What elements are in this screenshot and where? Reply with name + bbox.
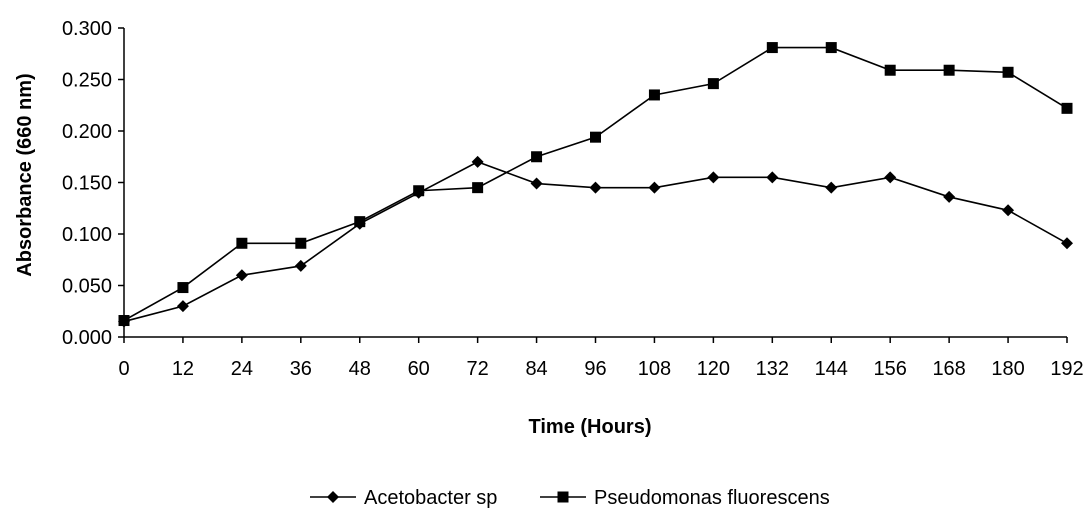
- data-point-diamond: [825, 181, 838, 194]
- y-tick-label: 0.100: [62, 224, 112, 246]
- x-tick-labels: 0 12 24 36 48 60 72 84 96 108 120 132 144 156 168 180 19…: [118, 358, 1083, 380]
- x-tick-label: 108: [638, 358, 671, 380]
- x-axis-title: Time (Hours): [529, 416, 652, 438]
- legend-item: Pseudomonas fluorescens: [540, 487, 830, 509]
- x-tick-label: 180: [991, 358, 1024, 380]
- y-tick-label: 0.200: [62, 121, 112, 143]
- series-acetobacter: [118, 155, 1073, 328]
- data-point-square: [1061, 102, 1073, 114]
- data-point-square: [1002, 66, 1014, 78]
- x-tick-label: 12: [172, 358, 194, 380]
- data-point-square: [177, 282, 189, 294]
- data-point-diamond: [766, 171, 779, 184]
- x-tick-label: 96: [584, 358, 606, 380]
- y-tick-label: 0.050: [62, 276, 112, 298]
- y-tick-label: 0.300: [62, 18, 112, 40]
- data-point-square: [943, 64, 955, 76]
- data-point-square: [118, 315, 130, 327]
- series-pseudomonas: [118, 42, 1073, 327]
- legend: Acetobacter sp Pseudomonas fluorescens: [310, 487, 830, 509]
- data-point-square: [236, 237, 248, 249]
- x-tick-label: 168: [932, 358, 965, 380]
- data-point-square: [295, 237, 307, 249]
- data-point-diamond: [530, 177, 543, 190]
- y-tick-label: 0.000: [62, 327, 112, 349]
- data-point-diamond: [589, 181, 602, 194]
- data-point-diamond: [1061, 237, 1073, 250]
- data-point-diamond: [884, 171, 897, 184]
- data-point-square: [413, 185, 425, 197]
- data-point-square: [648, 89, 660, 101]
- series-layer: [118, 42, 1073, 328]
- data-point-diamond: [707, 171, 720, 184]
- y-tick-label: 0.150: [62, 173, 112, 195]
- data-point-square: [766, 42, 778, 54]
- y-tick-labels: 0.000 0.050 0.100 0.150 0.200 0.250 0.300: [62, 18, 112, 349]
- x-tick-label: 192: [1050, 358, 1083, 380]
- data-point-diamond: [294, 259, 307, 272]
- legend-item: Acetobacter sp: [310, 487, 497, 509]
- x-tick-label: 144: [815, 358, 848, 380]
- data-point-square: [825, 42, 837, 54]
- data-point-square: [707, 78, 719, 90]
- legend-marker-square: [557, 491, 569, 503]
- x-tick-label: 84: [525, 358, 547, 380]
- data-point-diamond: [648, 181, 661, 194]
- legend-label: Acetobacter sp: [364, 487, 497, 509]
- data-point-square: [354, 216, 366, 228]
- chart-axes: [118, 27, 1068, 343]
- x-tick-label: 120: [697, 358, 730, 380]
- x-tick-label: 24: [231, 358, 253, 380]
- data-point-square: [884, 64, 896, 76]
- y-axis-title: Absorbance (660 nm): [14, 73, 36, 276]
- data-point-square: [472, 182, 484, 194]
- data-point-diamond: [1002, 204, 1015, 217]
- y-tick-label: 0.250: [62, 70, 112, 92]
- data-point-diamond: [235, 269, 248, 282]
- x-tick-label: 132: [756, 358, 789, 380]
- data-point-square: [590, 131, 601, 143]
- legend-label: Pseudomonas fluorescens: [594, 487, 830, 509]
- legend-marker-diamond: [327, 491, 339, 503]
- x-tick-label: 72: [467, 358, 489, 380]
- x-tick-label: 48: [349, 358, 371, 380]
- data-point-diamond: [176, 300, 189, 313]
- x-tick-label: 156: [874, 358, 907, 380]
- x-tick-label: 0: [118, 358, 129, 380]
- data-point-diamond: [943, 190, 956, 203]
- x-tick-label: 60: [408, 358, 430, 380]
- x-tick-label: 36: [290, 358, 312, 380]
- data-point-square: [531, 151, 543, 163]
- data-point-diamond: [471, 155, 484, 168]
